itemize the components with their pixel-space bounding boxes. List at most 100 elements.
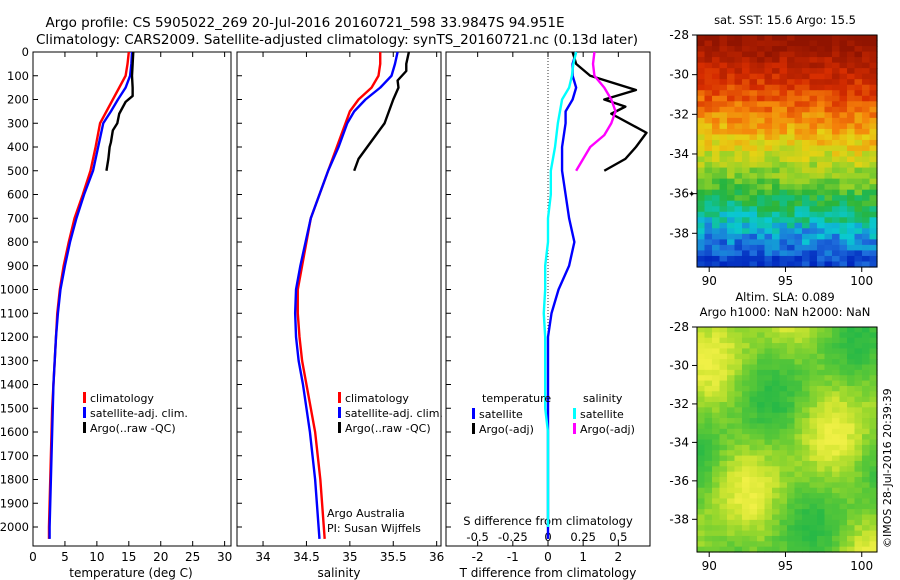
map-cell	[749, 112, 758, 119]
map-cell	[719, 255, 728, 263]
map-cell	[847, 525, 856, 532]
map-cell	[704, 439, 713, 446]
y-tick-label: 1600	[0, 425, 29, 439]
legend-title: temperature	[482, 392, 551, 405]
map-cell	[779, 217, 788, 224]
map-cell	[809, 412, 818, 419]
map-cell	[802, 162, 811, 169]
map-cell	[794, 385, 803, 392]
map-cell	[772, 128, 781, 136]
map-cell	[809, 482, 818, 489]
map-cell	[862, 359, 871, 366]
map-cell	[839, 364, 848, 371]
map-cell	[802, 423, 811, 430]
map-cell	[772, 471, 781, 478]
map-cell	[809, 546, 818, 553]
map-cell	[719, 73, 728, 80]
map-cell	[869, 106, 878, 113]
map-cell	[817, 68, 826, 75]
map-cell	[787, 112, 796, 119]
map-cell	[712, 35, 721, 42]
map-cell	[794, 35, 803, 42]
map-cell	[824, 444, 833, 451]
map-cell	[787, 503, 796, 510]
map-cell	[727, 79, 736, 86]
map-cell	[847, 509, 856, 516]
map-cell	[847, 123, 856, 130]
map-cell	[757, 519, 766, 526]
map-cell	[839, 375, 848, 382]
map-cell	[794, 503, 803, 510]
map-cell	[817, 139, 826, 147]
map-cell	[809, 101, 818, 108]
map-cell	[742, 407, 751, 414]
map-cell	[839, 332, 848, 339]
map-cell	[817, 477, 826, 483]
map-cell	[772, 167, 781, 174]
map-cell	[742, 189, 751, 196]
map-cell	[817, 134, 826, 141]
map-cell	[787, 498, 796, 505]
map-cell	[839, 439, 848, 446]
map-cell	[802, 514, 811, 521]
map-cell	[779, 482, 788, 489]
map-cell	[862, 396, 871, 403]
map-cell	[862, 139, 871, 147]
legend-swatch	[338, 422, 341, 433]
map-cell	[862, 546, 871, 553]
map-frame	[696, 326, 878, 553]
map-cell	[862, 134, 871, 141]
map-cell	[712, 514, 721, 521]
map-cell	[869, 396, 878, 403]
map-cell	[719, 364, 728, 371]
map-cell	[817, 444, 826, 451]
map-cell	[869, 450, 878, 457]
map-cell	[817, 156, 826, 163]
map-cell	[704, 519, 713, 526]
map-cell	[854, 200, 863, 207]
map-cell	[742, 380, 751, 387]
legend-entry: satellite-adj. clim.	[345, 407, 443, 420]
map-cell	[749, 455, 758, 462]
map-cell	[817, 407, 826, 414]
map-cell	[697, 385, 706, 392]
map-cell	[712, 101, 721, 108]
map-cell	[832, 195, 841, 202]
map-cell	[772, 255, 781, 263]
map-cell	[772, 487, 781, 494]
map-cell	[802, 261, 811, 268]
map-cell	[697, 327, 706, 333]
map-cell	[862, 364, 871, 371]
map-cell	[809, 233, 818, 240]
map-cell	[772, 482, 781, 489]
map-cell	[749, 123, 758, 130]
map-cell	[734, 151, 743, 158]
map-cell	[847, 189, 856, 196]
map-cell	[802, 73, 811, 80]
map-cell	[854, 482, 863, 489]
map-cell	[862, 444, 871, 451]
map-cell	[817, 541, 826, 548]
map-cell	[704, 364, 713, 371]
map-cell	[862, 46, 871, 53]
salinity-panel: salinity Argo Australia PI: Susan Wijffe…	[236, 51, 444, 580]
map-cell	[817, 184, 826, 191]
map-cell	[712, 178, 721, 185]
map-cell	[802, 123, 811, 130]
map-cell	[734, 211, 743, 218]
map-cell	[794, 375, 803, 382]
map-cell	[847, 418, 856, 425]
map-cell	[817, 128, 826, 136]
map-cell	[704, 189, 713, 196]
map-cell	[704, 151, 713, 158]
map-x-tick-label: 95	[778, 559, 793, 573]
map-cell	[727, 128, 736, 136]
map-cell	[704, 535, 713, 542]
map-cell	[727, 117, 736, 124]
map-cell	[697, 487, 706, 494]
map-cell	[757, 444, 766, 451]
map-cell	[757, 503, 766, 510]
y-tick-label: 1500	[0, 401, 29, 415]
map-cell	[704, 250, 713, 257]
map-cell	[824, 217, 833, 224]
